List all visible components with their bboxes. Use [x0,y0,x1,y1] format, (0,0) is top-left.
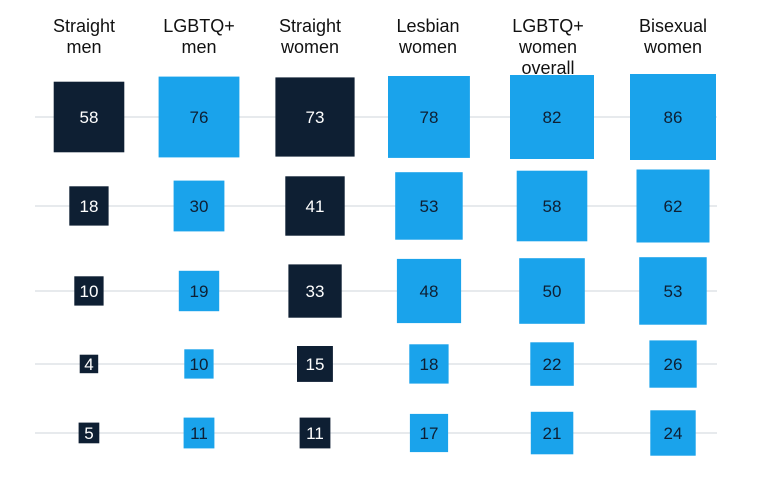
value-square [275,77,355,157]
value-square [396,258,462,324]
value-label: 18 [420,355,439,374]
value-label: 58 [80,108,99,127]
value-square [530,411,574,455]
column-header-lesbian-women: Lesbian women [368,16,488,58]
value-square [288,264,342,318]
value-square [158,76,240,158]
value-label: 30 [190,197,209,216]
value-label: 18 [80,197,99,216]
value-square [388,76,470,158]
value-square [285,176,345,236]
column-header-line: Lesbian [396,16,460,36]
value-label: 19 [190,282,209,301]
value-square [184,349,214,379]
value-label: 10 [190,355,209,374]
value-label: 26 [664,355,683,374]
value-label: 4 [84,355,93,374]
column-header-line: LGBTQ+ women [512,16,584,57]
value-square [630,74,716,160]
column-header-line: women [280,37,340,57]
value-square [519,258,585,324]
value-square [69,186,109,226]
value-square [74,276,104,306]
value-square [510,75,594,159]
value-square [639,257,707,325]
value-square [53,81,125,153]
column-header-line: women [398,37,458,57]
value-square [649,340,697,388]
column-header-straight-men: Straight men [24,16,144,58]
value-square [395,172,463,240]
value-square [297,346,333,382]
column-header-line: Straight [52,16,116,36]
value-label: 41 [306,197,325,216]
value-label: 21 [543,424,562,443]
column-header-line: LGBTQ+ [163,16,235,36]
column-header-line: men [66,37,102,57]
value-label: 33 [306,282,325,301]
value-label: 11 [190,424,208,443]
value-label: 15 [306,355,325,374]
value-label: 76 [190,108,209,127]
value-square [516,170,588,242]
value-label: 11 [306,424,324,443]
column-header-line: men [181,37,217,57]
value-square [183,417,215,449]
value-square [178,270,220,312]
value-square [299,417,331,449]
value-label: 82 [543,108,562,127]
value-square [636,169,710,243]
value-square [650,410,696,456]
value-label: 73 [306,108,325,127]
value-label: 78 [420,108,439,127]
column-header-straight-women: Straight women [250,16,370,58]
value-label: 17 [420,424,439,443]
value-label: 22 [543,355,562,374]
column-header-line: overall [521,58,575,78]
column-header-line: women [643,37,703,57]
value-square [409,344,449,384]
value-label: 5 [84,424,93,443]
value-label: 58 [543,197,562,216]
column-header-line: Bisexual [638,16,708,36]
value-label: 53 [420,197,439,216]
column-header-line: Straight [278,16,342,36]
value-label: 10 [80,282,99,301]
value-label: 48 [420,282,439,301]
value-label: 86 [664,108,683,127]
value-label: 24 [664,424,683,443]
value-square [78,422,100,444]
value-label: 53 [664,282,683,301]
value-square [530,342,574,386]
value-square [173,180,225,232]
column-header-lgbtq-women-overall: LGBTQ+ women overall [488,16,608,79]
value-square [79,354,99,374]
value-label: 50 [543,282,562,301]
column-header-bisexual-women: Bisexual women [613,16,733,58]
column-header-lgbtq-men: LGBTQ+ men [139,16,259,58]
value-label: 62 [664,197,683,216]
value-square [409,413,449,453]
